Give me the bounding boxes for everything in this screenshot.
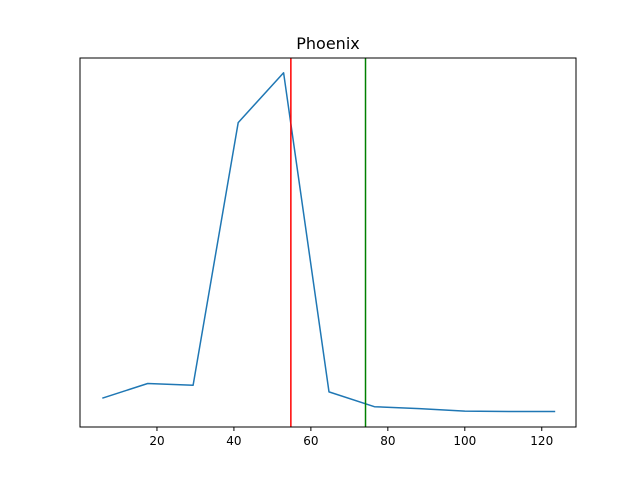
x-tick-label: 120 [530,434,553,448]
plot-area [102,58,556,427]
chart-title: Phoenix [296,34,359,53]
x-axis: 20 40 60 80 100 120 [149,427,553,448]
plot-frame [79,57,577,428]
x-tick-label: 100 [453,434,476,448]
series-line-0 [102,72,556,413]
x-tick-label: 20 [149,434,164,448]
x-tick-label: 40 [226,434,241,448]
x-tick-label: 80 [380,434,395,448]
x-tick-label: 60 [303,434,318,448]
